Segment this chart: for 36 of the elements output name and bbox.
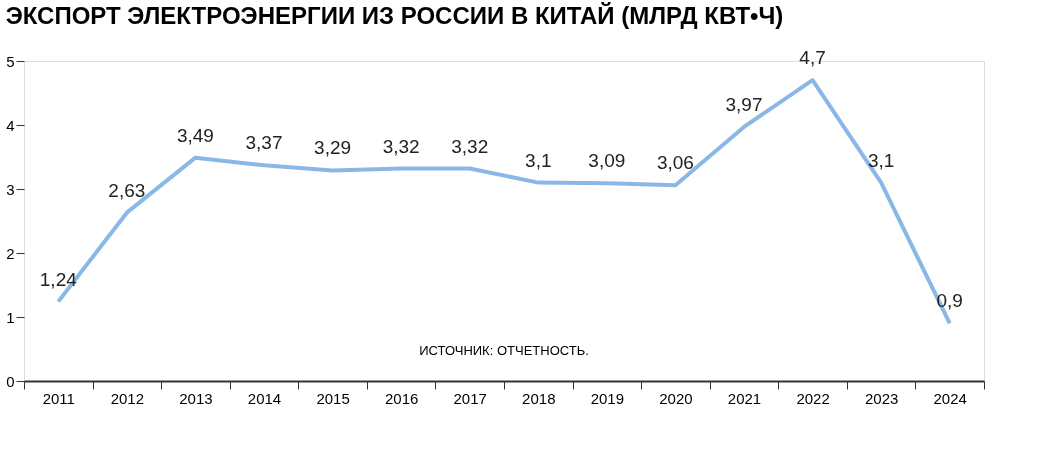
- x-tick-label: 2016: [384, 389, 419, 407]
- y-tick-label: 2: [6, 244, 15, 262]
- data-label: 3,32: [382, 135, 420, 157]
- data-label: 3,97: [725, 93, 763, 115]
- data-label: 3,1: [867, 149, 895, 171]
- x-tick-label: 2023: [864, 389, 899, 407]
- y-tick-label: 4: [6, 116, 15, 134]
- x-tick-label: 2024: [933, 389, 967, 407]
- y-tick-label: 1: [6, 308, 15, 326]
- data-label: 0,9: [936, 290, 963, 312]
- x-tick-label: 2019: [590, 389, 625, 407]
- x-tick-label: 2021: [727, 389, 762, 407]
- y-tick-label: 3: [6, 180, 15, 198]
- x-tick-label: 2020: [659, 389, 693, 407]
- y-tick-label: 5: [6, 52, 15, 70]
- data-label: 3,09: [588, 150, 626, 172]
- x-tick-label: 2012: [110, 389, 145, 407]
- x-tick-label: 2013: [179, 389, 213, 407]
- chart-title: ЭКСПОРТ ЭЛЕКТРОЭНЕРГИИ ИЗ РОССИИ В КИТАЙ (МЛРД КВТ•Ч): [5, 2, 784, 30]
- data-label: 3,06: [656, 152, 694, 174]
- data-label: 2,63: [108, 179, 146, 201]
- data-label: 3,1: [525, 149, 552, 171]
- data-label: 3,49: [176, 124, 214, 146]
- x-tick-label: 2018: [522, 389, 556, 407]
- x-tick-label: 2022: [796, 389, 830, 407]
- x-tick-label: 2011: [42, 389, 75, 407]
- x-tick-label: 2015: [316, 389, 350, 407]
- y-tick-label: 0: [6, 372, 15, 390]
- data-label: 4,7: [799, 47, 826, 69]
- data-label: 1,24: [39, 268, 78, 290]
- data-label: 3,32: [451, 135, 489, 157]
- data-label: 3,37: [245, 132, 283, 154]
- x-tick-label: 2017: [453, 389, 487, 407]
- annotation: ИСТОЧНИК: ОТЧЕТНОСТЬ.: [419, 343, 589, 358]
- x-tick-label: 2014: [247, 389, 282, 407]
- data-label: 3,29: [314, 137, 352, 159]
